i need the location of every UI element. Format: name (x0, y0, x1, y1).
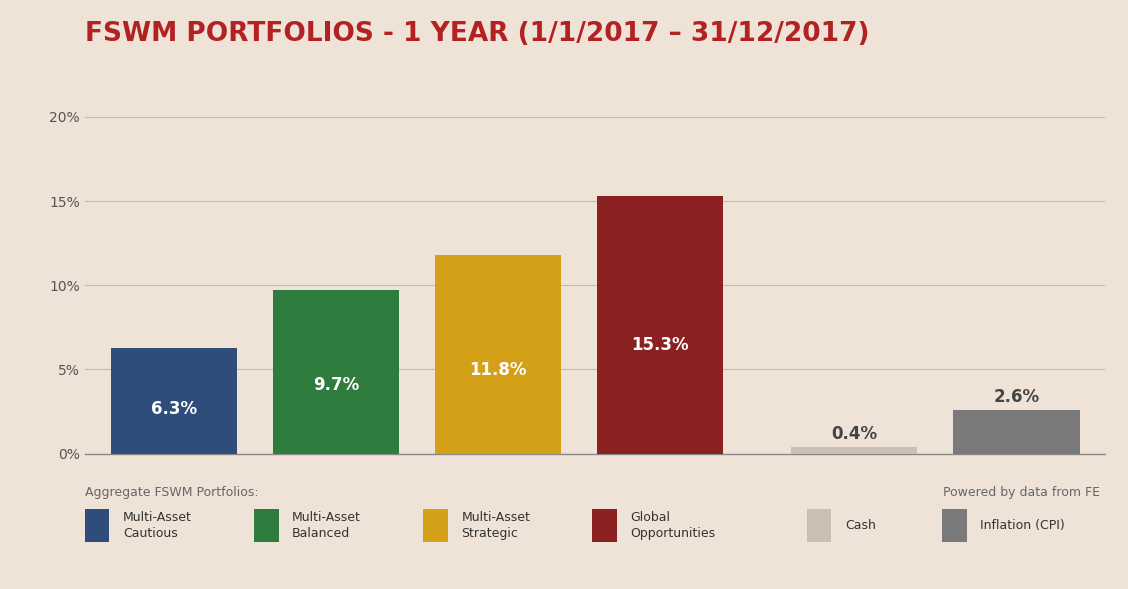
Bar (953, 410, 1079, 454)
Text: 9.7%: 9.7% (312, 376, 359, 394)
Bar (273, 290, 399, 454)
Text: Powered by data from FE: Powered by data from FE (943, 486, 1100, 499)
Bar (791, 447, 917, 454)
Text: 11.8%: 11.8% (469, 361, 527, 379)
Text: 6.3%: 6.3% (151, 400, 196, 418)
Text: 0.4%: 0.4% (831, 425, 878, 442)
Text: Inflation (CPI): Inflation (CPI) (980, 519, 1065, 532)
Text: Aggregate FSWM Portfolios:: Aggregate FSWM Portfolios: (85, 486, 258, 499)
Bar (434, 255, 561, 454)
Text: Multi-Asset
Balanced: Multi-Asset Balanced (292, 511, 361, 540)
Text: FSWM PORTFOLIOS - 1 YEAR (1/1/2017 – 31/12/2017): FSWM PORTFOLIOS - 1 YEAR (1/1/2017 – 31/… (85, 21, 869, 47)
Text: Cash: Cash (845, 519, 875, 532)
Text: 2.6%: 2.6% (994, 388, 1039, 406)
Text: Multi-Asset
Strategic: Multi-Asset Strategic (461, 511, 530, 540)
Text: 15.3%: 15.3% (631, 336, 689, 355)
Bar (597, 196, 723, 454)
Text: Global
Opportunities: Global Opportunities (631, 511, 715, 540)
Bar (111, 348, 237, 454)
Text: Multi-Asset
Cautious: Multi-Asset Cautious (123, 511, 192, 540)
